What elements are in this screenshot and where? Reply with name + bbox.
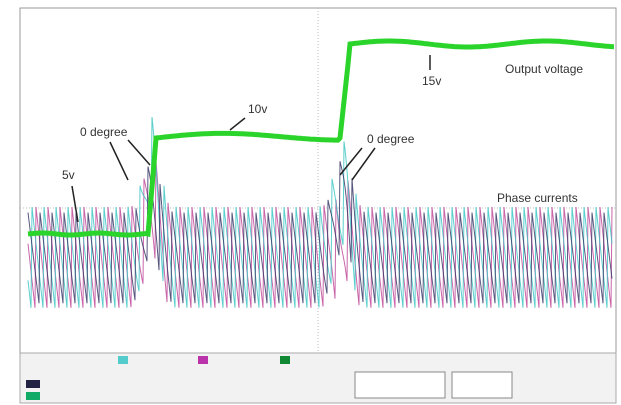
channel-indicator — [118, 356, 128, 364]
status-bar — [20, 353, 616, 403]
annotation: 15v — [422, 74, 441, 88]
channel-indicator — [280, 356, 290, 364]
readout-box — [452, 372, 512, 398]
annotation: Phase currents — [497, 191, 578, 205]
channel-indicator — [26, 380, 40, 388]
annotation: 5v — [62, 168, 75, 182]
readout-box — [355, 372, 445, 398]
annotation: 10v — [248, 102, 267, 116]
channel-indicator — [198, 356, 208, 364]
annotation: 0 degree — [80, 125, 128, 139]
page: {"annotations": { "zero_degree_left": "0… — [0, 0, 621, 405]
annotation: 0 degree — [367, 132, 415, 146]
annotation: Output voltage — [505, 62, 583, 76]
channel-indicator — [26, 392, 40, 400]
scope-screenshot: 0 degree 0 degree 5v 10v 15v Output volt… — [0, 0, 621, 405]
